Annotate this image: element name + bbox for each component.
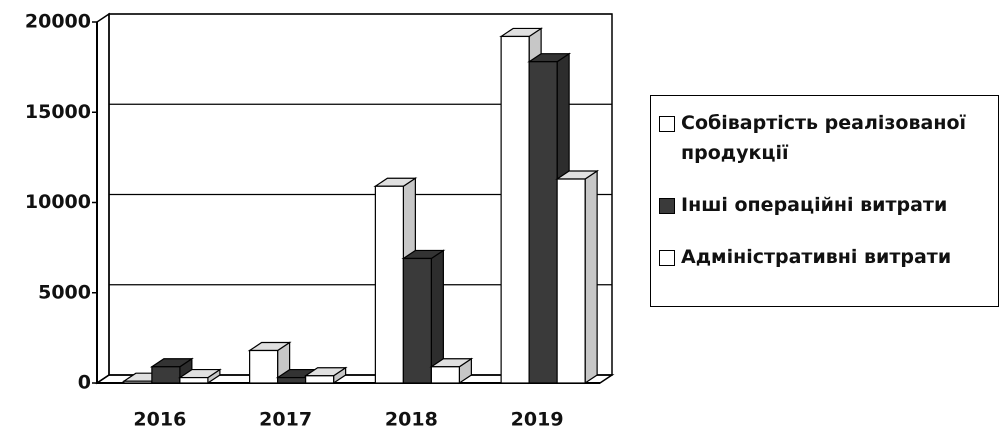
legend: Собівартість реалізованої продукції Інші … [650,95,999,307]
bar [429,357,474,385]
x-tick-label: 2016 [133,409,186,431]
legend-swatch [659,250,675,266]
bar-side [584,169,598,385]
x-tick-label: 2019 [511,409,564,431]
bar [401,249,446,385]
bar [177,368,222,385]
legend-label: Інші операційні витрати [681,194,948,216]
bar-front [277,376,307,384]
legend-item: Собівартість реалізованої продукції [659,108,990,168]
x-tick-label: 2017 [259,409,312,431]
bar-front [151,366,181,384]
bar-front [528,61,558,384]
legend-label: Собівартість реалізованої продукції [681,112,967,164]
bar-front [179,376,209,384]
legend-label: Адміністративні витрати [681,246,952,268]
bar-front [402,257,432,384]
y-tick-label: 10000 [25,191,91,213]
bar [555,169,600,385]
y-tick-label: 5000 [38,281,91,303]
y-tick-label: 0 [78,372,91,394]
bar [303,366,348,385]
legend-item: Інші операційні витрати [659,190,990,220]
bar-front [123,380,153,384]
x-tick-label: 2018 [385,409,438,431]
legend-swatch [659,198,675,214]
legend-item: Адміністративні витрати [659,242,990,272]
bar-front [500,35,530,384]
bar-front [556,178,586,384]
bar-front [430,366,460,384]
bar-front [249,349,279,384]
bar-front [374,185,404,384]
bar-front [305,375,335,384]
legend-swatch [659,116,675,132]
back-wall [96,12,110,385]
y-tick-label: 15000 [25,101,91,123]
y-tick-label: 20000 [25,11,91,33]
